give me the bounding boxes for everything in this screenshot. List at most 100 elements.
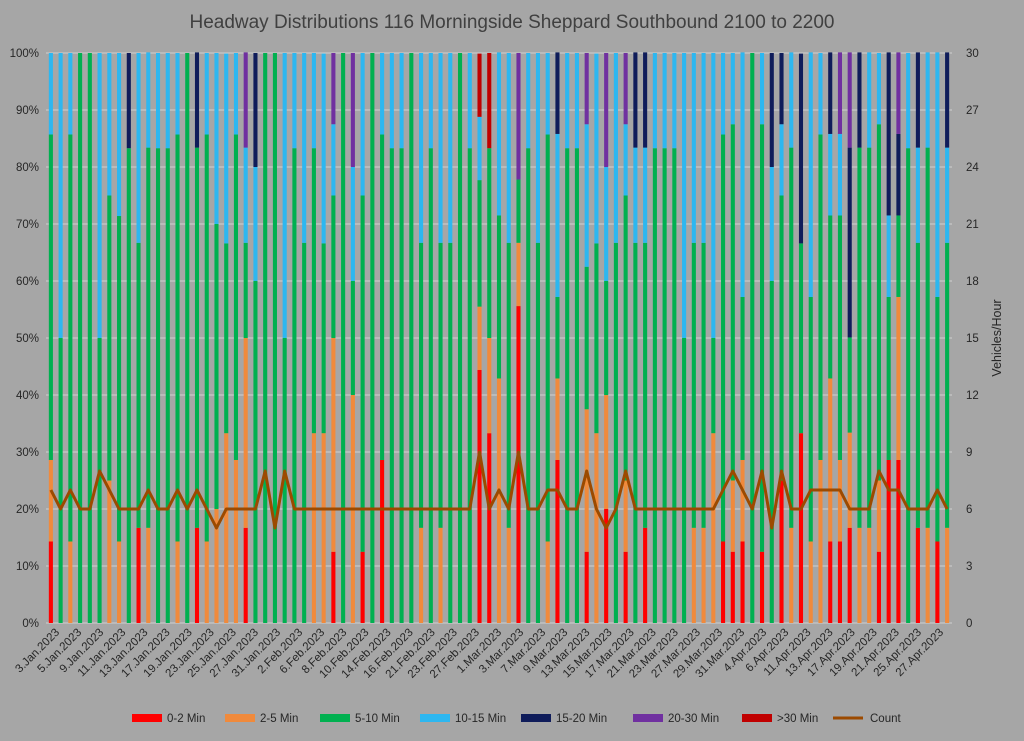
bar-stack bbox=[360, 53, 365, 623]
bar-segment bbox=[623, 480, 628, 552]
bar-segment bbox=[68, 53, 73, 135]
bar-segment bbox=[477, 306, 482, 370]
bar-segment bbox=[633, 52, 638, 148]
y2-tick-label: 9 bbox=[966, 447, 972, 459]
bar-stack bbox=[555, 52, 560, 623]
y2-tick-label: 12 bbox=[966, 390, 979, 402]
bar-segment bbox=[857, 527, 862, 623]
bar-segment bbox=[604, 167, 609, 281]
bar-segment bbox=[945, 52, 950, 148]
bar-stack bbox=[604, 53, 609, 623]
bar-segment bbox=[136, 527, 141, 623]
bar-stack bbox=[107, 53, 112, 623]
bar-segment bbox=[701, 53, 706, 243]
bar-stack bbox=[584, 53, 589, 623]
bar-segment bbox=[516, 242, 521, 307]
bar-segment bbox=[857, 52, 862, 148]
bar-stack bbox=[672, 53, 677, 623]
bar-segment bbox=[467, 148, 472, 623]
bar-segment bbox=[721, 134, 726, 542]
bar-stack bbox=[701, 53, 706, 623]
bar-segment bbox=[584, 409, 589, 552]
bar-stack bbox=[682, 53, 687, 623]
bar-segment bbox=[828, 215, 833, 379]
bar-segment bbox=[886, 215, 891, 297]
bar-segment bbox=[194, 527, 200, 623]
bar-segment bbox=[516, 179, 521, 243]
bar-segment bbox=[789, 147, 794, 528]
bar-segment bbox=[643, 242, 648, 528]
legend-swatch bbox=[633, 714, 663, 722]
bar-segment bbox=[146, 147, 151, 528]
bar-segment bbox=[623, 124, 628, 196]
bar-segment bbox=[360, 53, 365, 196]
bar-segment bbox=[78, 53, 83, 623]
bar-segment bbox=[604, 53, 609, 167]
bar-stack bbox=[477, 53, 482, 623]
y2-tick-label: 30 bbox=[966, 48, 979, 60]
bar-segment bbox=[565, 53, 570, 149]
bar-segment bbox=[175, 53, 180, 135]
bar-stack bbox=[243, 52, 248, 623]
legend-item: Count bbox=[833, 713, 901, 725]
bar-segment bbox=[389, 53, 394, 149]
bar-stack bbox=[448, 53, 453, 623]
bar-segment bbox=[594, 433, 599, 623]
bar-stack bbox=[175, 53, 180, 623]
legend-item: 15-20 Min bbox=[521, 713, 607, 725]
bar-segment bbox=[496, 52, 502, 216]
bar-segment bbox=[584, 266, 589, 410]
bar-segment bbox=[613, 53, 618, 243]
bar-segment bbox=[798, 433, 804, 623]
legend-item: 10-15 Min bbox=[420, 713, 506, 725]
bar-stack bbox=[350, 53, 355, 623]
bar-segment bbox=[721, 541, 726, 623]
bar-stack bbox=[409, 53, 414, 623]
bar-stack bbox=[828, 52, 833, 623]
bar-segment bbox=[672, 148, 677, 623]
bar-segment bbox=[779, 124, 784, 196]
bar-segment bbox=[292, 53, 297, 149]
bar-segment bbox=[730, 53, 735, 125]
bar-segment bbox=[292, 148, 297, 623]
bar-segment bbox=[915, 527, 920, 623]
y-tick-label: 10% bbox=[16, 561, 39, 573]
y2-tick-label: 15 bbox=[966, 333, 979, 345]
bar-segment bbox=[906, 53, 911, 149]
legend-label: 2-5 Min bbox=[260, 713, 298, 725]
bar-segment bbox=[925, 527, 930, 623]
bar-stack bbox=[779, 53, 784, 623]
bar-stack bbox=[721, 53, 726, 623]
bar-segment bbox=[399, 148, 404, 623]
bar-segment bbox=[302, 53, 307, 243]
bar-segment bbox=[828, 378, 833, 542]
bar-segment bbox=[828, 52, 833, 134]
bar-stack bbox=[321, 53, 326, 623]
bar-segment bbox=[896, 459, 901, 623]
bar-stack bbox=[87, 53, 92, 623]
bar-stack bbox=[798, 53, 804, 623]
bar-segment bbox=[740, 459, 745, 542]
bar-segment bbox=[146, 52, 151, 148]
bar-segment bbox=[487, 433, 492, 623]
bar-segment bbox=[604, 395, 609, 509]
bar-stack bbox=[574, 53, 579, 623]
bar-segment bbox=[691, 242, 696, 528]
bar-segment bbox=[769, 167, 774, 281]
bar-segment bbox=[194, 52, 200, 148]
bar-stack bbox=[117, 53, 122, 623]
bar-segment bbox=[477, 180, 482, 307]
bar-segment bbox=[623, 551, 628, 623]
bar-stack bbox=[126, 53, 131, 623]
bar-stack bbox=[652, 53, 657, 623]
bar-segment bbox=[789, 52, 794, 148]
bar-segment bbox=[302, 242, 307, 623]
bar-segment bbox=[360, 195, 365, 552]
bar-segment bbox=[721, 53, 726, 135]
bar-stack bbox=[136, 53, 141, 623]
bar-segment bbox=[876, 53, 881, 125]
bar-segment bbox=[331, 124, 336, 196]
bar-segment bbox=[516, 53, 521, 180]
bar-segment bbox=[643, 527, 648, 623]
